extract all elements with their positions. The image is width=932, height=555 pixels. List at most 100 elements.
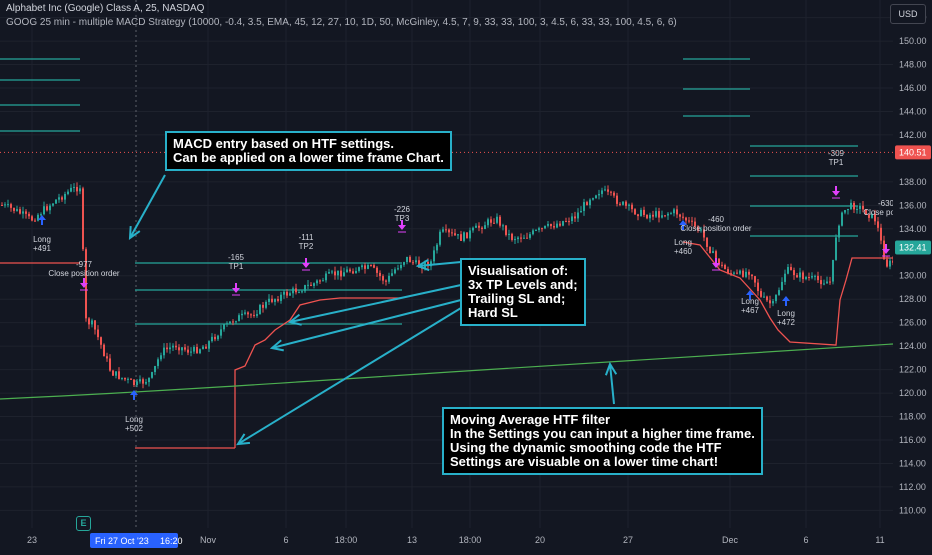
candle-body bbox=[733, 272, 735, 274]
candle-body bbox=[664, 215, 666, 217]
candle-body bbox=[235, 321, 237, 323]
candle-body bbox=[115, 371, 117, 376]
candle-body bbox=[133, 379, 135, 385]
candle-body bbox=[619, 203, 621, 205]
candle-body bbox=[247, 312, 249, 315]
candle-body bbox=[844, 210, 846, 213]
candle-body bbox=[385, 280, 387, 282]
candle-body bbox=[109, 358, 111, 371]
candle-body bbox=[151, 372, 153, 378]
time-tick: 27 bbox=[623, 535, 633, 545]
candle-body bbox=[73, 186, 75, 188]
candle-body bbox=[1, 205, 3, 206]
candle-body bbox=[163, 347, 165, 356]
strategy-legend[interactable]: GOOG 25 min - multiple MACD Strategy (10… bbox=[6, 17, 677, 28]
trade-label: TP2 bbox=[299, 242, 314, 251]
trade-label-value: -630 bbox=[878, 199, 895, 208]
candle-body bbox=[40, 214, 42, 216]
events-button[interactable]: E bbox=[76, 516, 91, 531]
candle-body bbox=[361, 265, 363, 268]
candle-body bbox=[451, 232, 453, 234]
candle-body bbox=[703, 229, 705, 238]
candle-body bbox=[22, 211, 24, 214]
trade-label-value: -309 bbox=[828, 149, 845, 158]
candle-body bbox=[367, 265, 369, 269]
candle-body bbox=[607, 189, 609, 192]
long-entry-arrow-icon bbox=[38, 215, 46, 225]
candle-body bbox=[865, 209, 867, 215]
price-tick: 136.00 bbox=[899, 200, 927, 210]
candle-body bbox=[259, 304, 261, 315]
trade-label: Close positic bbox=[863, 208, 908, 217]
candle-body bbox=[226, 323, 228, 325]
ma-annotation-line: Using the dynamic smoothing code the HTF bbox=[450, 440, 722, 455]
candle-body bbox=[433, 250, 435, 262]
trade-label-value: -226 bbox=[394, 205, 411, 214]
price-tick: 126.00 bbox=[899, 318, 927, 328]
candle-body bbox=[400, 264, 402, 269]
candle-body bbox=[772, 301, 774, 304]
candle-body bbox=[250, 314, 252, 316]
candle-body bbox=[823, 283, 825, 285]
trade-label-value: +502 bbox=[125, 424, 144, 433]
candle-body bbox=[571, 216, 573, 222]
candle-body bbox=[550, 223, 552, 227]
candle-body bbox=[715, 251, 717, 259]
trade-label: Long bbox=[741, 297, 759, 306]
candle-body bbox=[517, 237, 519, 240]
candle-body bbox=[748, 271, 750, 275]
candle-body bbox=[274, 299, 276, 302]
candle-body bbox=[670, 213, 672, 215]
candle-body bbox=[544, 225, 546, 229]
candle-body bbox=[637, 214, 639, 217]
candle-body bbox=[136, 381, 138, 385]
candle-body bbox=[277, 299, 279, 301]
candle-body bbox=[580, 210, 582, 213]
candle-body bbox=[409, 256, 411, 263]
trade-label: Long bbox=[33, 235, 51, 244]
candle-body bbox=[253, 314, 255, 316]
moving-average-line bbox=[0, 343, 894, 400]
visual-annotation-line: Trailing SL and; bbox=[468, 291, 566, 306]
candle-body bbox=[490, 219, 492, 223]
candle-body bbox=[814, 275, 816, 277]
candle-body bbox=[190, 351, 192, 353]
candle-body bbox=[601, 190, 603, 194]
time-tick: Dec bbox=[722, 535, 739, 545]
ma-annotation-line: Moving Average HTF filter bbox=[450, 412, 611, 427]
candle-body bbox=[355, 270, 357, 274]
candle-body bbox=[457, 234, 459, 236]
candle-body bbox=[454, 233, 456, 236]
candle-body bbox=[31, 216, 33, 221]
candle-body bbox=[754, 276, 756, 283]
price-tick: 146.00 bbox=[899, 83, 927, 93]
candle-body bbox=[103, 344, 105, 357]
currency-button[interactable]: USD bbox=[890, 4, 926, 24]
htf-moving-average bbox=[0, 343, 894, 400]
candle-body bbox=[838, 225, 840, 238]
candle-body bbox=[538, 228, 540, 230]
trade-label-value: -165 bbox=[228, 253, 245, 262]
exit-order-arrow-icon bbox=[882, 244, 890, 254]
candle-body bbox=[847, 208, 849, 211]
candle-body bbox=[694, 221, 696, 227]
candle-body bbox=[244, 312, 246, 314]
moving-average-annotation: Moving Average HTF filter In the Setting… bbox=[442, 407, 763, 475]
candle-body bbox=[553, 226, 555, 228]
trailing-stop-line bbox=[234, 241, 893, 448]
candle-body bbox=[130, 378, 132, 380]
candle-body bbox=[877, 221, 879, 228]
time-tick: 13 bbox=[407, 535, 417, 545]
candle-body bbox=[262, 304, 264, 308]
candle-body bbox=[313, 283, 315, 286]
candle-body bbox=[394, 269, 396, 274]
candle-body bbox=[796, 275, 798, 278]
candle-body bbox=[574, 216, 576, 219]
macd-annotation-line: Can be applied on a lower time frame Cha… bbox=[173, 150, 444, 165]
time-crosshair-badge bbox=[90, 533, 178, 548]
candle-body bbox=[172, 345, 174, 348]
trade-label: Long bbox=[777, 309, 795, 318]
candle-body bbox=[667, 213, 669, 216]
